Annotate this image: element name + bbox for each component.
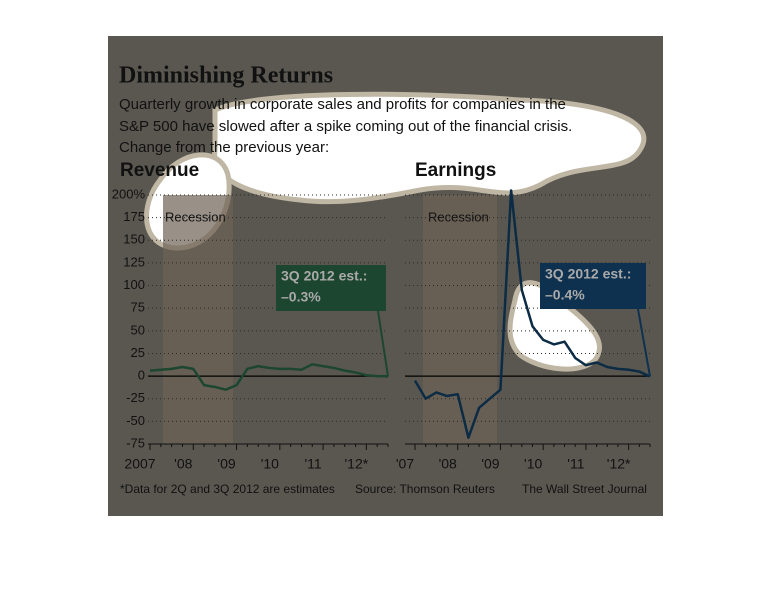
- annotation-pointer: [377, 310, 389, 377]
- x-tick-label: 2007: [124, 456, 155, 472]
- x-tick-label: '11: [567, 456, 584, 472]
- y-tick-label: -75: [126, 435, 145, 450]
- x-tick-label: '12*: [607, 456, 631, 472]
- annotation: –0.3%: [281, 289, 321, 305]
- chart-title: Earnings: [415, 160, 496, 181]
- x-tick-label: '08: [439, 456, 457, 472]
- annotation-pointer: [637, 308, 651, 377]
- y-tick-label: 25: [131, 345, 145, 360]
- x-tick-label: '10: [524, 456, 542, 472]
- annotation-box: [540, 263, 646, 309]
- annotation-box: [276, 265, 386, 311]
- highlight: [212, 91, 647, 205]
- band-label: Recession: [428, 209, 489, 224]
- chart-title: Revenue: [120, 160, 199, 181]
- x-tick-label: '09: [481, 456, 499, 472]
- subtitle: Change from the previous year:: [119, 139, 329, 156]
- x-tick-label: '12*: [345, 456, 369, 472]
- y-tick-label: 200%: [112, 186, 146, 201]
- x-tick-label: '10: [261, 456, 279, 472]
- y-tick-label: 125: [123, 254, 145, 269]
- y-tick-label: 175: [123, 209, 145, 224]
- y-tick-label: 0: [138, 368, 145, 383]
- x-tick-label: '09: [217, 456, 235, 472]
- x-tick-label: '07: [396, 456, 414, 472]
- annotation: 3Q 2012 est.:: [281, 268, 367, 284]
- subtitle: Quarterly growth in corporate sales and …: [119, 96, 566, 113]
- y-tick-label: -50: [126, 413, 145, 428]
- x-tick-label: '11: [304, 456, 321, 472]
- y-tick-label: 150: [123, 232, 145, 247]
- title: Diminishing Returns: [119, 63, 333, 89]
- line: [149, 363, 389, 391]
- x-tick-label: '08: [174, 456, 192, 472]
- line: [413, 189, 651, 439]
- footnote: *Data for 2Q and 3Q 2012 are estimates: [120, 482, 335, 496]
- y-tick-label: 100: [123, 277, 145, 292]
- annotation: 3Q 2012 est.:: [545, 266, 631, 282]
- recession-band: [163, 195, 233, 444]
- source: Source: Thomson Reuters: [355, 482, 495, 496]
- y-tick-label: 75: [131, 300, 145, 315]
- credit: The Wall Street Journal: [522, 482, 647, 496]
- subtitle: S&P 500 have slowed after a spike coming…: [119, 118, 572, 135]
- band-label: Recession: [165, 209, 226, 224]
- y-tick-label: -25: [126, 390, 145, 405]
- y-tick-label: 50: [131, 322, 145, 337]
- annotation: –0.4%: [545, 287, 585, 303]
